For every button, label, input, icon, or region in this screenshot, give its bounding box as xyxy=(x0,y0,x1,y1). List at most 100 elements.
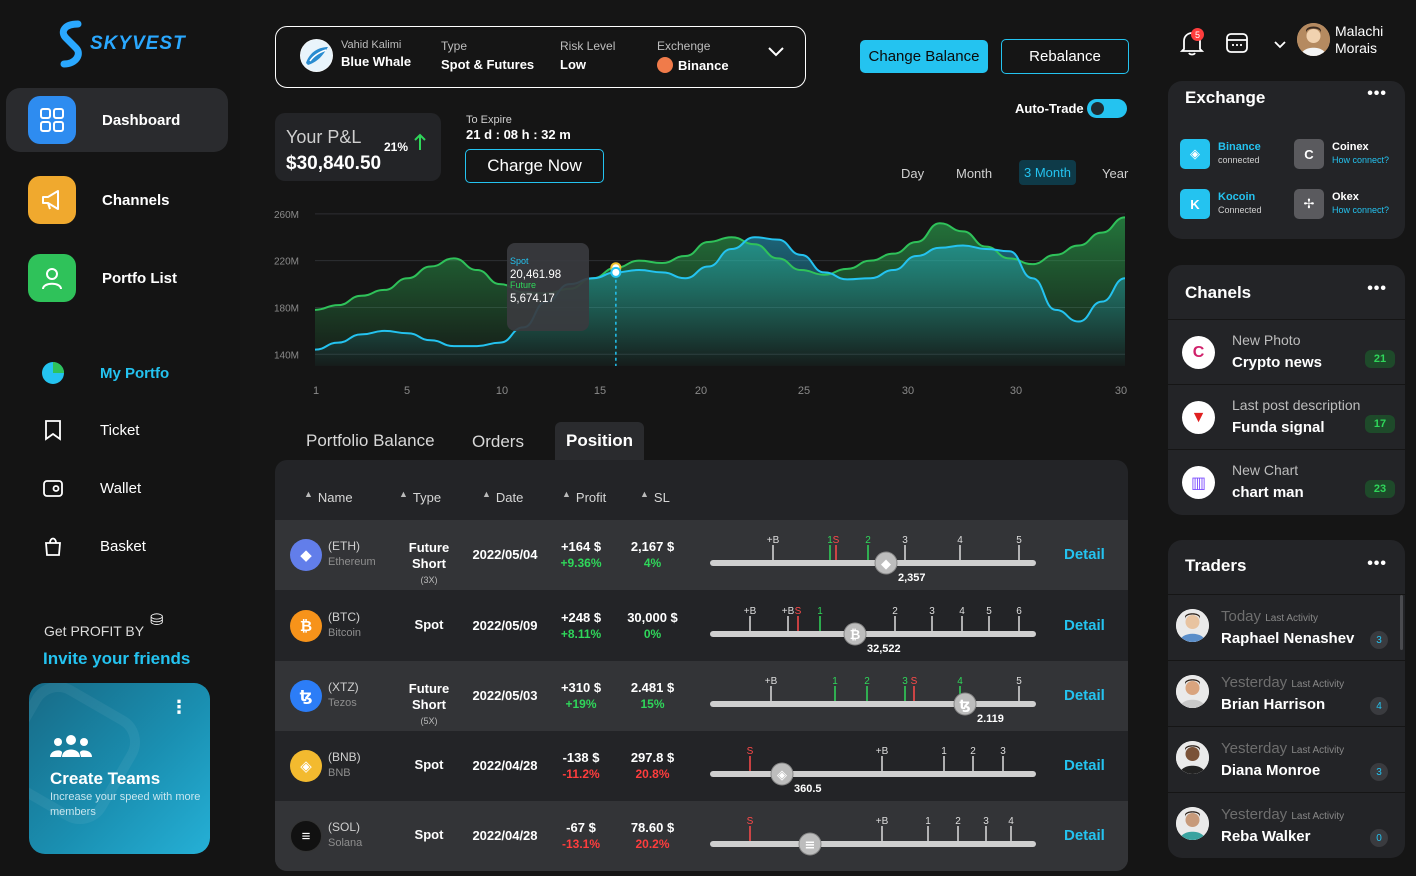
range-3-month[interactable]: 3 Month xyxy=(1019,160,1076,185)
exchange-status[interactable]: How connect? xyxy=(1332,205,1390,215)
sidebar-item-label: Portfo List xyxy=(102,269,177,287)
profit-percent: +9.36% xyxy=(560,556,602,570)
sl-percent: 4% xyxy=(643,556,662,570)
header-profit[interactable]: ▲ Profit xyxy=(562,489,606,506)
profit-percent: +19% xyxy=(565,697,597,711)
channel-kicker: New Photo xyxy=(1232,332,1301,348)
sidebar-item-ticket[interactable]: Ticket xyxy=(40,417,139,443)
slider-knob[interactable] xyxy=(874,551,898,575)
more-icon[interactable]: ••• xyxy=(1367,555,1387,572)
slider-knob[interactable] xyxy=(798,832,822,856)
create-teams-title: Create Teams xyxy=(50,769,161,788)
sidebar-item-wallet[interactable]: Wallet xyxy=(40,475,141,501)
more-icon[interactable]: ••• xyxy=(1367,280,1387,297)
tab-orders[interactable]: Orders xyxy=(472,432,524,451)
sidebar-item-label: Dashboard xyxy=(102,111,181,129)
portfolio-selector[interactable]: Vahid Kalimi Blue Whale Type Spot & Futu… xyxy=(275,26,806,88)
tab-position[interactable]: Position xyxy=(555,422,645,460)
calendar-icon[interactable] xyxy=(1225,31,1249,60)
header-type[interactable]: ▲ Type xyxy=(399,489,441,506)
sidebar-item-channels[interactable]: Channels xyxy=(6,168,228,232)
exchange-value-row: Binance xyxy=(657,57,729,73)
coin-fullname: BNB xyxy=(328,767,351,779)
sidebar-item-portfo-list[interactable]: Portfo List xyxy=(6,246,228,310)
sidebar-item-basket[interactable]: Basket xyxy=(40,533,146,559)
brand-logo[interactable]: SKYVEST xyxy=(56,20,186,68)
profit-cell: -67 $ -13.1% xyxy=(550,820,612,852)
slider-knob[interactable] xyxy=(953,692,977,716)
trader-item[interactable]: Yesterday Last Activity Reba Walker 0 xyxy=(1168,792,1405,858)
coin-icon: ₿ xyxy=(290,610,322,642)
coin-symbol: (BTC) xyxy=(328,610,360,624)
range-day[interactable]: Day xyxy=(901,166,925,181)
exchange-item-coinex[interactable]: C Coinex How connect? xyxy=(1294,139,1389,169)
x-tick-label: 30 xyxy=(1010,385,1022,397)
create-teams-card[interactable]: ⋮ Create Teams Increase your speed with … xyxy=(29,683,210,854)
trader-item[interactable]: Yesterday Last Activity Brian Harrison 4 xyxy=(1168,660,1405,726)
detail-link[interactable]: Detail xyxy=(1064,687,1105,704)
exchange-item-kocoin[interactable]: K Kocoin Connected xyxy=(1180,189,1262,219)
position-date: 2022/05/04 xyxy=(472,547,538,562)
type-value: Spot xyxy=(414,617,444,632)
sidebar: SKYVEST Dashboard Channels Portfo List M… xyxy=(0,0,240,876)
coinex-icon: C xyxy=(1294,139,1324,169)
header-name[interactable]: ▲ Name xyxy=(304,489,353,506)
position-range-slider[interactable]: +B 1 2 3 S 4 5 ꜩ 2.119 xyxy=(708,661,1038,731)
coin-fullname: Solana xyxy=(328,837,363,849)
channel-item[interactable]: C New Photo Crypto news 21 xyxy=(1168,319,1405,383)
more-vertical-icon[interactable]: ⋮ xyxy=(170,697,188,717)
detail-link[interactable]: Detail xyxy=(1064,757,1105,774)
trader-item[interactable]: Yesterday Last Activity Diana Monroe 3 xyxy=(1168,726,1405,792)
scrollbar[interactable] xyxy=(1400,595,1403,650)
chevron-down-icon[interactable] xyxy=(1274,36,1286,54)
detail-link[interactable]: Detail xyxy=(1064,546,1105,563)
exchange-item-okex[interactable]: ✢ Okex How connect? xyxy=(1294,189,1389,219)
channel-item[interactable]: ▼ Last post description Funda signal 17 xyxy=(1168,384,1405,448)
risk-value: Low xyxy=(560,57,586,72)
user-avatar[interactable] xyxy=(1297,23,1330,56)
trader-item[interactable]: Today Last Activity Raphael Nenashev 3 xyxy=(1168,594,1405,660)
detail-link[interactable]: Detail xyxy=(1064,827,1105,844)
exchange-name: Coinex xyxy=(1332,141,1369,153)
slider-value: 2,357 xyxy=(898,572,926,584)
channel-count-badge: 17 xyxy=(1365,415,1395,433)
slider-tick-label: 1 xyxy=(925,816,931,827)
position-range-slider[interactable]: +B 1 S 2 3 4 5 ◆ 2,357 xyxy=(708,520,1038,590)
position-type: Future Short (3X) xyxy=(400,540,458,588)
channel-item[interactable]: ▥ New Chart chart man 23 xyxy=(1168,449,1405,513)
slider-knob[interactable] xyxy=(770,762,794,786)
exchange-item-binance[interactable]: ◈ Binance connected xyxy=(1180,139,1261,169)
tab-portfolio-balance[interactable]: Portfolio Balance xyxy=(306,431,435,450)
sidebar-item-my-portfo[interactable]: My Portfo xyxy=(40,360,169,386)
coin-name: (ETH) Ethereum xyxy=(328,538,376,570)
exchange-status[interactable]: How connect? xyxy=(1332,155,1390,165)
slider-tick-label: S xyxy=(911,676,918,687)
position-range-slider[interactable]: S +B 1 2 3 4 ≡ xyxy=(708,801,1038,871)
detail-link[interactable]: Detail xyxy=(1064,617,1105,634)
coin-fullname: Tezos xyxy=(328,697,357,709)
charge-now-button[interactable]: Charge Now xyxy=(465,149,604,183)
slider-tick-label: 2 xyxy=(864,676,870,687)
header-date[interactable]: ▲ Date xyxy=(482,489,523,506)
coin-symbol: (XTZ) xyxy=(328,680,359,694)
series-line-future xyxy=(314,236,1126,351)
future-point[interactable] xyxy=(610,266,622,278)
change-balance-button[interactable]: Change Balance xyxy=(860,40,988,73)
more-icon[interactable]: ••• xyxy=(1367,85,1387,102)
position-range-slider[interactable]: S +B 1 2 3 ◈ 360.5 xyxy=(708,731,1038,801)
y-tick-label: 260M xyxy=(274,210,299,221)
range-month[interactable]: Month xyxy=(956,166,993,181)
range-year[interactable]: Year xyxy=(1102,166,1129,181)
sidebar-item-dashboard[interactable]: Dashboard xyxy=(6,88,228,152)
auto-trade-toggle[interactable] xyxy=(1087,99,1127,118)
header-sl[interactable]: ▲ SL xyxy=(640,489,670,506)
invite-friends-link[interactable]: Invite your friends xyxy=(43,649,191,668)
slider-knob[interactable] xyxy=(843,622,867,646)
position-range-slider[interactable]: +B +B S 1 2 3 4 5 6₿32,522 xyxy=(708,591,1038,661)
slider-knob-glyph: ≡ xyxy=(805,838,816,853)
chevron-down-icon[interactable] xyxy=(766,45,786,64)
position-date: 2022/05/09 xyxy=(472,618,538,633)
leverage-value: (5X) xyxy=(420,716,438,726)
rebalance-button[interactable]: Rebalance xyxy=(1001,39,1129,74)
type-value: Spot xyxy=(414,757,444,772)
